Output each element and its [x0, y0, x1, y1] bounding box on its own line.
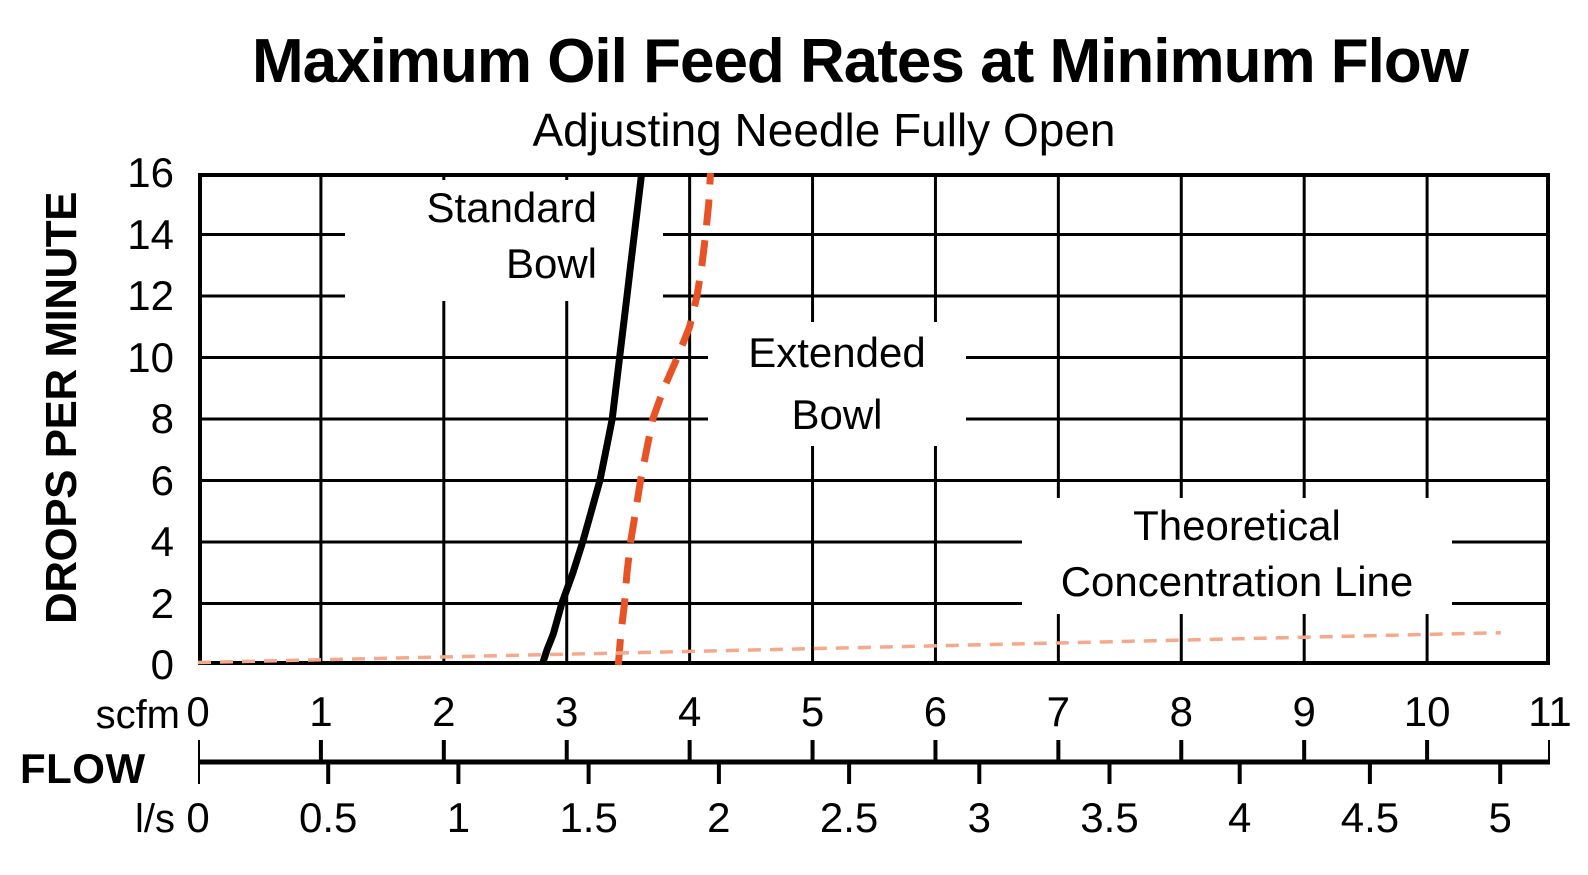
x-axis-unit-scfm: scfm [95, 693, 180, 737]
flow-ruler [198, 740, 1550, 784]
y-tick-label: 16 [127, 149, 174, 196]
y-tick-label: 4 [150, 518, 174, 565]
annotation-line: Theoretical [1133, 502, 1341, 549]
ls-tick-label: 1 [446, 794, 471, 841]
chart-subtitle: Adjusting Needle Fully Open [532, 104, 1116, 156]
annotation-line: Bowl [505, 240, 597, 287]
y-tick-label: 12 [127, 272, 174, 319]
y-axis-title: DROPS PER MINUTE [37, 191, 86, 625]
scfm-tick-label: 5 [800, 688, 825, 735]
scfm-tick-label: 8 [1169, 688, 1193, 735]
ls-tick-label: 4 [1228, 794, 1252, 841]
ls-tick-label: 3 [967, 794, 991, 841]
ls-tick-label: 5 [1488, 794, 1512, 841]
y-tick-label: 14 [127, 210, 174, 258]
y-tick-label: 8 [150, 395, 174, 442]
ls-tick-label: 0 [186, 794, 210, 841]
x-axis-title: FLOW [20, 745, 146, 792]
scfm-tick-label: 3 [555, 688, 579, 735]
x-axis-unit-ls: l/s [135, 797, 175, 841]
annotation-line: Concentration Line [1060, 558, 1414, 605]
ls-tick-label: 2 [707, 794, 731, 841]
scfm-tick-label: 2 [432, 688, 456, 735]
ls-tick-label: 1.5 [559, 794, 618, 841]
scfm-tick-label: 0 [186, 688, 210, 735]
scfm-tick-label: 6 [923, 688, 948, 735]
y-tick-label: 10 [127, 333, 174, 381]
annotation-standard-bowl: Standard Bowl [345, 180, 663, 301]
y-tick-label: 6 [150, 456, 174, 504]
annotation-extended-bowl: Extended Bowl [708, 322, 966, 446]
annotation-line: Extended [748, 329, 926, 376]
scfm-tick-label: 11 [1528, 688, 1572, 735]
y-tick-label: 2 [150, 579, 174, 627]
ls-tick-label: 4.5 [1340, 794, 1400, 841]
scfm-tick-label: 9 [1292, 688, 1316, 735]
chart-title: Maximum Oil Feed Rates at Minimum Flow [252, 27, 1469, 96]
scfm-tick-label: 7 [1046, 688, 1071, 735]
ls-tick-label: 2.5 [819, 794, 879, 841]
annotation-theoretical-line: Theoretical Concentration Line [1022, 498, 1452, 614]
scfm-tick-label: 1 [309, 688, 333, 735]
ls-tick-label: 3.5 [1080, 794, 1139, 841]
annotation-line: Bowl [791, 391, 883, 438]
scfm-tick-label: 10 [1403, 688, 1451, 735]
y-tick-label: 0 [150, 641, 174, 688]
ls-tick-label: 0.5 [299, 794, 358, 841]
annotation-line: Standard [426, 184, 597, 231]
scfm-tick-label: 4 [677, 688, 702, 735]
